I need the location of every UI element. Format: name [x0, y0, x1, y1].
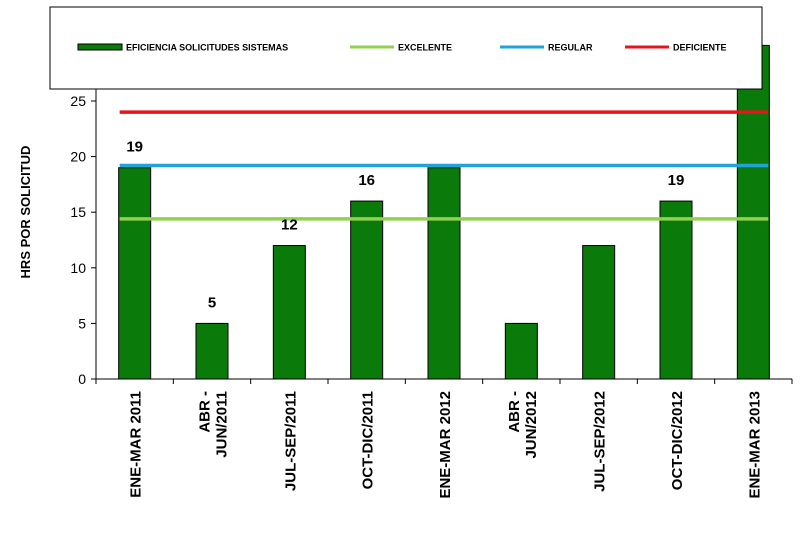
bar [272, 245, 306, 380]
data-label: 19 [668, 172, 685, 189]
legend-label: REGULAR [548, 43, 593, 53]
x-tick-label: JUL-SEP/2012 [592, 391, 609, 492]
data-label: 12 [281, 217, 298, 234]
bar [350, 200, 384, 380]
legend-swatch [77, 43, 123, 51]
legend-label: EFICIENCIA SOLICITUDES SISTEMAS [126, 43, 288, 53]
y-tick-label: 20 [70, 149, 86, 165]
bar [659, 200, 693, 380]
data-label: 16 [358, 172, 375, 189]
x-tick-label: ABR - [197, 391, 214, 433]
x-tick-label: JUN/2012 [523, 391, 540, 459]
x-tick-label: OCT-DIC/2012 [669, 391, 686, 490]
legend-items: EFICIENCIA SOLICITUDES SISTEMAS EXCELENTE… [77, 43, 727, 53]
y-tick-label: 15 [70, 204, 86, 220]
bar [195, 322, 229, 380]
bar [118, 167, 152, 380]
bar [427, 167, 461, 380]
bar [736, 44, 770, 380]
y-tick-label: 10 [70, 260, 86, 276]
data-label: 19 [126, 139, 143, 156]
x-tick-label: JUN/2011 [214, 391, 231, 458]
x-tick-label: ENE-MAR 2012 [437, 391, 454, 499]
legend: EFICIENCIA SOLICITUDES SISTEMAS EXCELENTE… [49, 6, 763, 90]
x-tick-label: OCT-DIC/2011 [360, 391, 377, 489]
y-tick-label: 5 [78, 315, 86, 331]
bars [118, 44, 770, 380]
y-tick-label: 25 [70, 93, 86, 109]
bar [582, 245, 616, 380]
x-tick-label: ENE-MAR 2013 [746, 391, 763, 499]
reference-lines [119, 110, 769, 221]
data-labels: 19 5 12 16 19 [126, 139, 684, 312]
x-tick-label: JUL-SEP/2011 [282, 391, 299, 491]
legend-label: EXCELENTE [398, 43, 452, 53]
x-tick-label: ENE-MAR 2011 [128, 391, 145, 498]
x-tick-label: ABR - [506, 391, 523, 433]
y-tick-label: 0 [78, 371, 86, 387]
legend-label: DEFICIENTE [673, 43, 727, 53]
y-ticks: 0 5 10 15 20 25 [70, 93, 793, 387]
bar [504, 322, 538, 380]
data-label: 5 [208, 294, 216, 311]
y-axis-label: HRS POR SOLICITUD [18, 146, 33, 279]
x-tick-labels: ENE-MAR 2011 ABR - JUN/2011 JUL-SEP/2011 OCT… [128, 391, 764, 499]
